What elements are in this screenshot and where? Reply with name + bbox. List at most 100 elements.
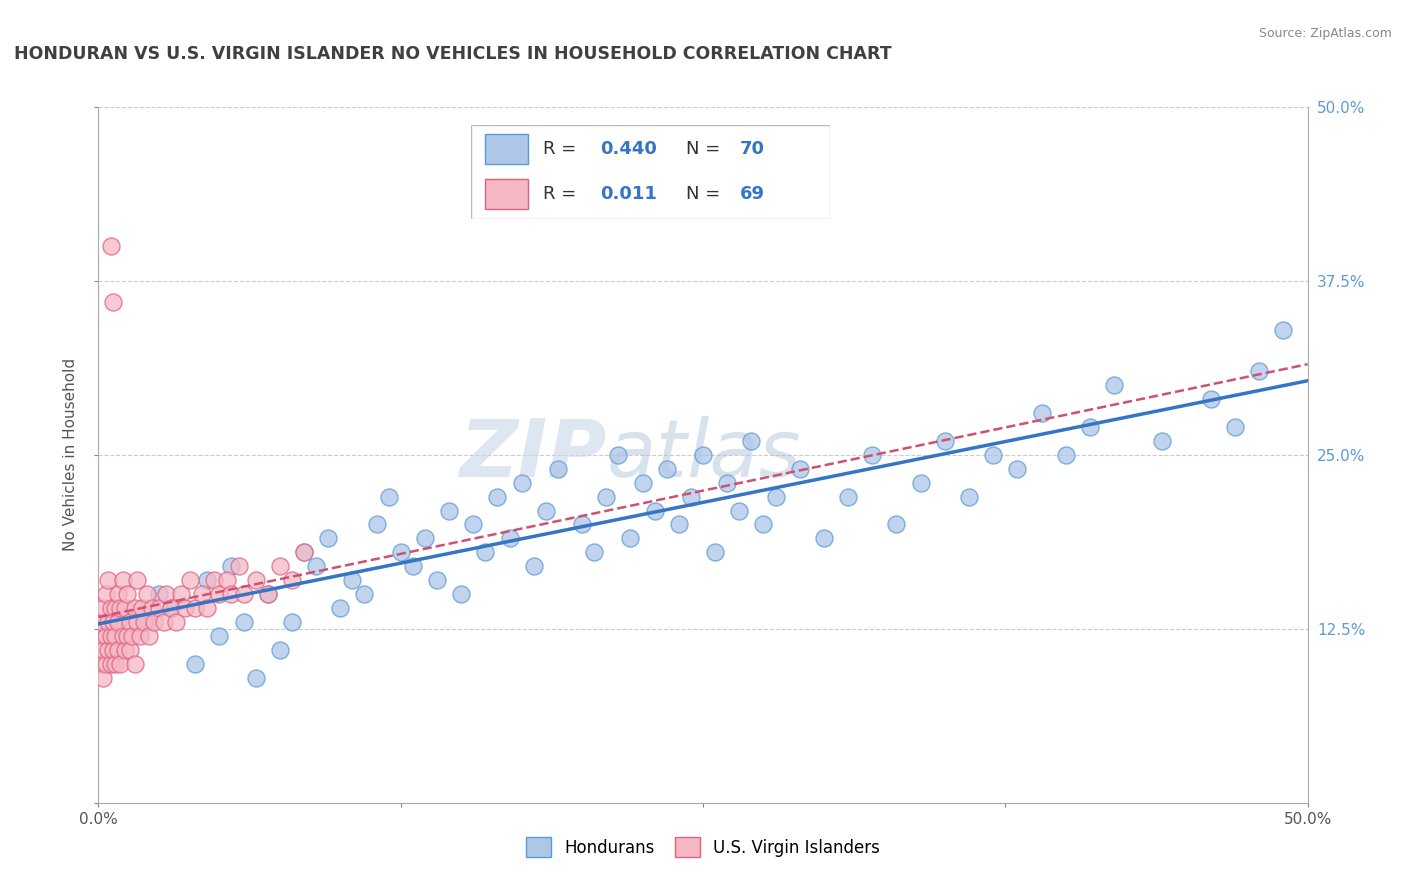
Point (107, 587, 129, 601)
Point (269, 642, 291, 657)
Point (619, 532, 641, 546)
Point (377, 490, 399, 504)
Point (179, 573, 201, 587)
Point (97, 615, 120, 629)
Point (148, 587, 170, 601)
Point (256, 587, 278, 601)
Point (910, 475, 932, 490)
FancyBboxPatch shape (471, 125, 830, 219)
Point (134, 615, 156, 629)
Point (316, 532, 339, 546)
Point (1054, 448, 1077, 462)
Point (716, 475, 738, 490)
Text: atlas: atlas (606, 416, 801, 494)
Point (607, 448, 630, 462)
Point (256, 587, 278, 601)
Point (195, 601, 218, 615)
Point (135, 615, 157, 629)
Point (100, 601, 122, 615)
Point (426, 573, 449, 587)
Point (232, 615, 254, 629)
Point (837, 490, 859, 504)
Point (91, 601, 114, 615)
Point (474, 545, 496, 559)
Legend: Hondurans, U.S. Virgin Islanders: Hondurans, U.S. Virgin Islanders (519, 830, 887, 864)
Point (1249, 364, 1271, 378)
Text: 0.440: 0.440 (600, 140, 657, 158)
Point (108, 601, 131, 615)
Point (111, 573, 134, 587)
Point (1031, 406, 1053, 420)
Text: 70: 70 (740, 140, 765, 158)
Point (104, 601, 127, 615)
Point (644, 503, 666, 517)
Point (101, 615, 124, 629)
Point (329, 601, 352, 615)
Point (141, 601, 163, 615)
Point (128, 629, 150, 643)
Point (135, 587, 157, 601)
Point (534, 503, 557, 517)
Point (655, 462, 678, 476)
Point (1102, 378, 1125, 392)
Point (121, 629, 143, 643)
Point (595, 490, 617, 504)
Point (169, 587, 191, 601)
Point (101, 642, 124, 657)
Point (111, 629, 134, 643)
FancyBboxPatch shape (485, 134, 529, 164)
Y-axis label: No Vehicles in Household: No Vehicles in Household (63, 359, 79, 551)
Point (148, 601, 170, 615)
Point (94, 629, 117, 643)
Point (131, 601, 153, 615)
Text: N =: N = (686, 186, 725, 203)
Point (437, 503, 460, 517)
Point (97, 642, 120, 657)
Point (91, 671, 114, 685)
Point (463, 517, 485, 532)
Point (124, 601, 146, 615)
Point (1223, 420, 1246, 434)
Point (450, 587, 472, 601)
Point (90, 657, 112, 671)
Point (204, 573, 226, 587)
Point (127, 573, 149, 587)
Point (789, 462, 811, 476)
FancyBboxPatch shape (485, 179, 529, 210)
Point (143, 615, 166, 629)
Point (104, 629, 127, 643)
Point (281, 615, 304, 629)
Point (1152, 434, 1174, 448)
Point (127, 615, 149, 629)
Point (208, 587, 231, 601)
Point (232, 587, 254, 601)
Point (184, 601, 207, 615)
Point (631, 475, 654, 490)
Point (510, 475, 533, 490)
Point (114, 642, 136, 657)
Point (184, 657, 207, 671)
Point (1199, 392, 1222, 407)
Point (342, 573, 364, 587)
Point (281, 573, 304, 587)
Point (305, 559, 328, 574)
Point (94, 657, 117, 671)
Text: 69: 69 (740, 186, 765, 203)
Point (389, 545, 412, 559)
Point (547, 462, 569, 476)
Point (981, 448, 1004, 462)
Point (101, 294, 124, 309)
Point (191, 587, 214, 601)
Point (90, 615, 112, 629)
Point (292, 545, 315, 559)
Point (366, 517, 388, 532)
Point (765, 490, 787, 504)
Point (228, 559, 250, 574)
Point (752, 517, 775, 532)
Point (97, 573, 120, 587)
Point (523, 559, 546, 574)
Point (152, 615, 174, 629)
Text: HONDURAN VS U.S. VIRGIN ISLANDER NO VEHICLES IN HOUSEHOLD CORRELATION CHART: HONDURAN VS U.S. VIRGIN ISLANDER NO VEHI… (14, 45, 891, 62)
Point (292, 545, 315, 559)
Point (668, 517, 690, 532)
